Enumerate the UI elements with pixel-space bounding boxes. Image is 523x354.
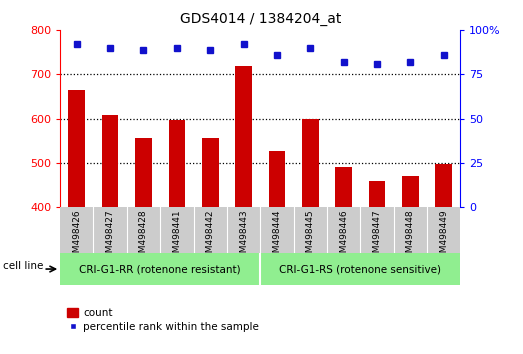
Text: GSM498442: GSM498442 [206, 210, 214, 264]
Legend: count, percentile rank within the sample: count, percentile rank within the sample [65, 306, 261, 335]
Bar [135, 138, 152, 207]
Bar [435, 164, 452, 207]
Text: GSM498447: GSM498447 [372, 210, 381, 264]
Bar [369, 181, 385, 207]
Text: GSM498446: GSM498446 [339, 210, 348, 264]
Text: GSM498427: GSM498427 [106, 210, 115, 264]
Bar [235, 67, 252, 207]
Bar [302, 119, 319, 207]
Text: GSM498444: GSM498444 [272, 210, 281, 264]
Bar [268, 151, 285, 207]
Bar [168, 120, 185, 207]
Bar [202, 138, 219, 207]
Text: GSM498441: GSM498441 [173, 210, 181, 264]
Text: GSM498448: GSM498448 [406, 210, 415, 264]
Text: CRI-G1-RS (rotenone sensitive): CRI-G1-RS (rotenone sensitive) [279, 264, 441, 274]
Text: GSM498449: GSM498449 [439, 210, 448, 264]
Title: GDS4014 / 1384204_at: GDS4014 / 1384204_at [179, 12, 341, 26]
Bar [102, 115, 119, 207]
Bar [69, 90, 85, 207]
Text: cell line: cell line [3, 261, 43, 271]
Text: GSM498443: GSM498443 [239, 210, 248, 264]
Bar [402, 176, 418, 207]
Text: GSM498445: GSM498445 [306, 210, 315, 264]
Text: GSM498426: GSM498426 [72, 210, 81, 264]
Text: GSM498428: GSM498428 [139, 210, 148, 264]
Text: CRI-G1-RR (rotenone resistant): CRI-G1-RR (rotenone resistant) [79, 264, 241, 274]
Bar [335, 167, 352, 207]
